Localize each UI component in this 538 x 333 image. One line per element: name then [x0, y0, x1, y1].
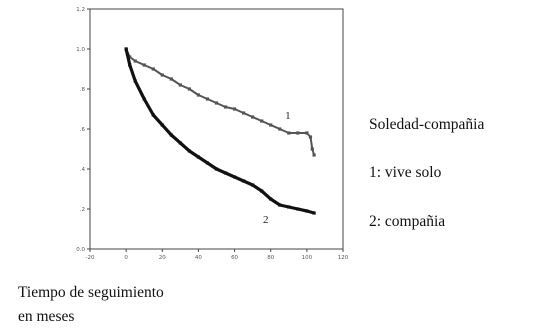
series-2-point [142, 97, 146, 101]
series-1-point [278, 127, 282, 131]
series-1-point [232, 107, 237, 111]
series-2-point [278, 203, 282, 207]
x-tick-label: 40 [195, 255, 202, 261]
series-1-point [187, 87, 191, 91]
x-tick-label: 80 [267, 255, 274, 261]
y-axis-ticks: 0.0 .2 .4 .6 .8 1.0 1.2 [76, 7, 90, 253]
series-1-point [160, 73, 164, 77]
series-1-point [223, 105, 228, 109]
legend-entry-1: 1: vive solo [369, 164, 442, 181]
series-1-point [269, 123, 273, 127]
series-2-point [260, 189, 264, 193]
series-2-point [312, 211, 316, 215]
series-2-point [178, 141, 182, 145]
series-2-point [124, 47, 128, 51]
series-1-point [310, 147, 314, 151]
series-2-point [287, 205, 291, 209]
series-2-point [196, 155, 201, 159]
x-axis-ticks: -20 0 20 40 60 80 100 120 [86, 249, 349, 261]
series-1-point [214, 101, 219, 105]
y-tick-label: 1.2 [76, 7, 85, 13]
x-tick-label: 100 [302, 255, 313, 261]
series-2-point [205, 161, 210, 165]
series-2-point [169, 133, 173, 137]
series-1-point [287, 131, 291, 135]
curve-labels: 12 [263, 110, 291, 226]
x-tick-label: 120 [338, 255, 349, 261]
legend-title: Soledad-compañia [369, 116, 485, 133]
series-2-point [232, 175, 237, 179]
series-2-point [305, 209, 309, 213]
series-1-point [251, 115, 255, 119]
series-2-point [251, 183, 255, 187]
series-1-point [196, 93, 201, 97]
series-2-point [128, 63, 132, 67]
series-1-point [205, 97, 210, 101]
series-group [124, 47, 316, 215]
series-1-point [133, 59, 137, 63]
legend-entry-2: 2: compañia [369, 213, 446, 230]
y-tick-label: .8 [80, 87, 86, 93]
plot-frame [89, 8, 344, 250]
x-axis-label: Tiempo de seguimiento [18, 284, 164, 301]
series-1-point [260, 119, 264, 123]
series-1-point [305, 131, 309, 135]
x-tick-label: -20 [86, 255, 95, 261]
series-1-point [128, 55, 132, 59]
series-1-point [242, 111, 246, 115]
y-tick-label: 1.0 [76, 47, 85, 53]
series-1-line [125, 48, 316, 156]
series-1-point [312, 153, 316, 157]
y-tick-label: 0.0 [76, 247, 85, 253]
series-1-point [308, 135, 313, 139]
x-axis-label-line2: en meses [18, 308, 75, 325]
series-2-point [296, 207, 300, 211]
y-tick-label: .6 [80, 127, 86, 133]
y-tick-label: .2 [80, 207, 85, 213]
series-2-point [160, 123, 164, 127]
y-tick-label: .4 [80, 167, 86, 173]
series-1-point [178, 83, 182, 87]
series-1-point [142, 63, 146, 67]
series-1-point [296, 131, 300, 135]
curve-label-1: 1 [285, 110, 291, 122]
series-1-point [169, 77, 173, 81]
series-2-point [187, 149, 191, 153]
series-2-point [242, 179, 246, 183]
series-2-point [269, 197, 273, 201]
series-2-point [133, 79, 137, 83]
x-tick-label: 20 [159, 255, 166, 261]
curve-label-2: 2 [263, 214, 269, 226]
series-2-point [214, 167, 219, 171]
series-2-point [223, 171, 228, 175]
series-2-point [151, 113, 155, 117]
x-tick-label: 0 [124, 255, 128, 261]
series-1-point [151, 67, 155, 71]
x-tick-label: 60 [231, 255, 238, 261]
